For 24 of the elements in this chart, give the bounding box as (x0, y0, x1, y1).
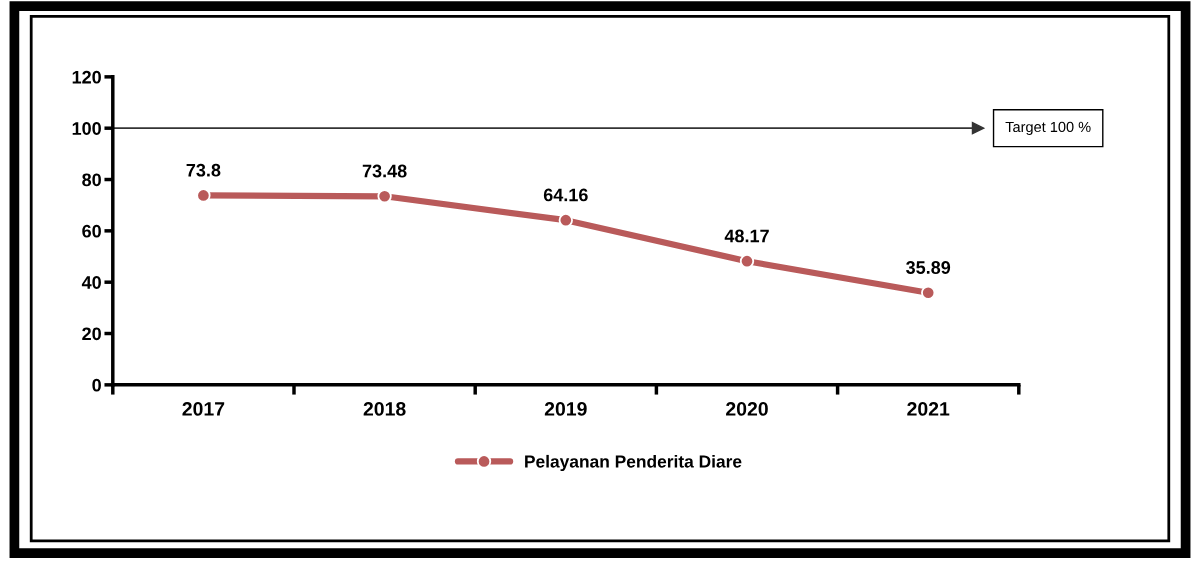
data-label: 35.89 (906, 261, 951, 274)
point (739, 254, 755, 269)
ref-line-label: Target 100 % (1005, 121, 1091, 135)
y-tick-label: 40 (81, 276, 101, 289)
x-tick-label: 2018 (363, 402, 406, 416)
x-tick-label: 2019 (544, 402, 587, 416)
y-tick-label: 120 (72, 70, 101, 84)
point (921, 285, 936, 300)
legend-label: Pelayanan Penderita Diare (525, 454, 742, 472)
y-tick-label: 20 (82, 327, 101, 341)
y-tick-label: 80 (82, 173, 101, 187)
y-tick-label: 60 (82, 224, 101, 238)
data-label: 73.8 (186, 163, 221, 177)
point (377, 189, 392, 204)
data-label: 73.48 (362, 164, 407, 178)
data-label: 64.16 (543, 188, 588, 202)
x-tick-label: 2017 (182, 402, 225, 416)
y-tick-label: 100 (72, 122, 101, 135)
point (196, 188, 211, 203)
x-tick-label: 2020 (726, 402, 768, 416)
data-label: 48.17 (724, 229, 769, 243)
x-tick-label: 2021 (907, 402, 950, 416)
point (558, 213, 573, 228)
y-tick-label: 0 (92, 378, 101, 392)
